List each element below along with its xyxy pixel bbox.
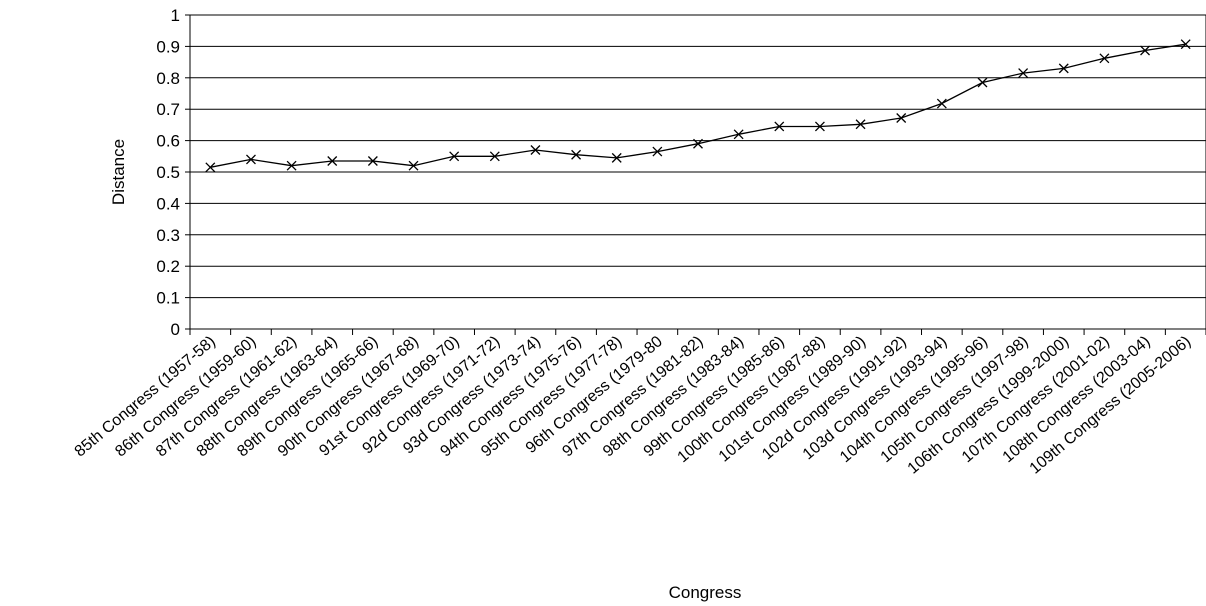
y-tick-label: 0 bbox=[171, 320, 180, 339]
data-point-marker bbox=[978, 78, 987, 87]
series-line bbox=[210, 44, 1185, 167]
y-tick-label: 0.4 bbox=[156, 194, 180, 213]
y-tick-label: 0.7 bbox=[156, 100, 180, 119]
y-axis-ticks: 0 0.1 0.2 0.3 0.4 0.5 0.6 0.7 0.8 0.9 1 bbox=[156, 6, 190, 339]
gridlines bbox=[190, 46, 1206, 297]
y-tick-label: 0.9 bbox=[156, 37, 180, 56]
y-tick-label: 0.3 bbox=[156, 226, 180, 245]
y-tick-label: 0.1 bbox=[156, 289, 180, 308]
y-tick-label: 0.8 bbox=[156, 69, 180, 88]
y-tick-label: 0.5 bbox=[156, 163, 180, 182]
data-point-marker bbox=[937, 99, 946, 108]
data-point-markers bbox=[206, 40, 1190, 172]
y-axis-title: Distance bbox=[109, 139, 128, 205]
x-axis-title: Congress bbox=[669, 583, 742, 602]
y-tick-label: 0.2 bbox=[156, 257, 180, 276]
x-axis-ticks: 85th Congress (1957-58)86th Congress (19… bbox=[72, 329, 1206, 478]
y-tick-label: 1 bbox=[171, 6, 180, 25]
y-tick-label: 0.6 bbox=[156, 132, 180, 151]
